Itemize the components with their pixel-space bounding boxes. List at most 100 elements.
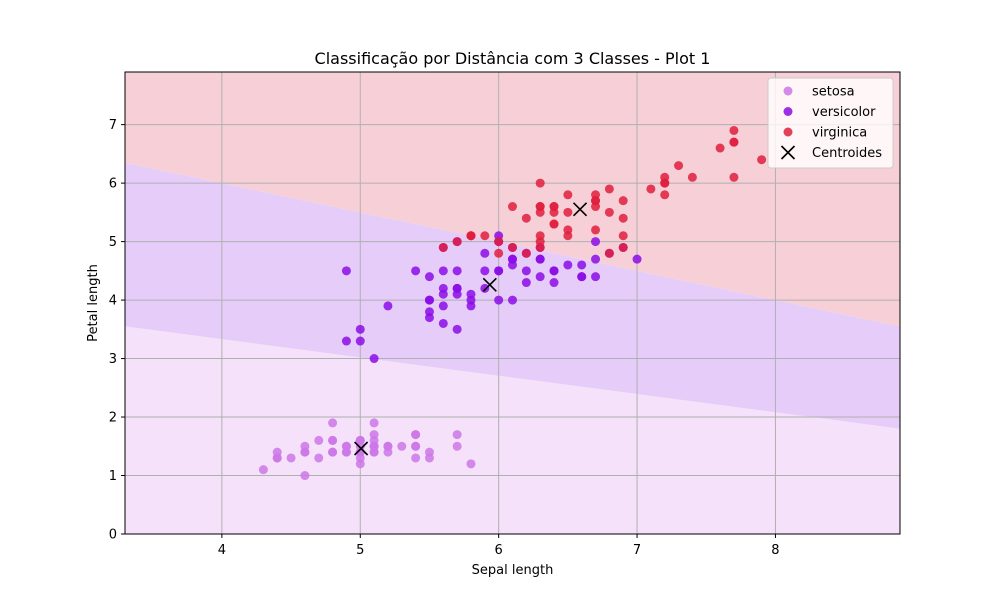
legend-marker-setosa	[783, 86, 793, 96]
point-virginica	[549, 207, 559, 217]
point-setosa	[466, 459, 476, 469]
point-versicolor	[535, 272, 545, 282]
y-tick-label: 5	[109, 235, 117, 250]
y-tick-label: 6	[109, 177, 117, 192]
point-virginica	[729, 172, 739, 182]
legend-box	[767, 77, 894, 169]
x-tick-label: 6	[495, 543, 503, 558]
axis-ticks: 4 5 6 7 8 0 1 2 3 4 5 6 7	[109, 118, 780, 558]
point-setosa	[300, 447, 310, 457]
point-versicolor	[591, 237, 601, 247]
point-virginica	[549, 219, 559, 229]
point-virginica	[563, 207, 573, 217]
x-tick-label: 4	[218, 543, 226, 558]
point-virginica	[480, 231, 490, 241]
y-tick-label: 0	[109, 528, 117, 543]
point-versicolor	[563, 260, 573, 270]
point-versicolor	[494, 266, 504, 276]
data-points	[258, 125, 767, 481]
point-virginica	[563, 225, 573, 235]
region-setosa	[125, 326, 900, 534]
point-versicolor	[438, 283, 448, 293]
point-versicolor	[341, 336, 351, 346]
y-tick-label: 3	[109, 352, 117, 367]
point-setosa	[411, 430, 421, 440]
point-virginica	[508, 202, 517, 212]
point-setosa	[369, 435, 379, 445]
point-versicolor	[424, 272, 434, 282]
point-virginica	[618, 242, 628, 252]
point-virginica	[729, 125, 739, 135]
chart-title: Classificação por Distância com 3 Classe…	[315, 49, 711, 68]
point-versicolor	[577, 272, 587, 282]
point-setosa	[452, 430, 462, 440]
legend-label-setosa: setosa	[812, 85, 855, 100]
point-setosa	[355, 435, 365, 445]
point-versicolor	[632, 254, 642, 264]
point-versicolor	[438, 301, 448, 311]
point-virginica	[715, 143, 725, 153]
point-versicolor	[549, 266, 559, 276]
point-versicolor	[424, 295, 434, 305]
point-versicolor	[369, 354, 379, 364]
point-virginica	[674, 161, 684, 171]
point-versicolor	[549, 278, 559, 288]
point-virginica	[535, 237, 545, 247]
point-virginica	[604, 184, 614, 194]
centroid-marker	[482, 277, 497, 292]
point-virginica	[729, 137, 739, 147]
point-virginica	[646, 184, 656, 194]
y-axis-label: Petal length	[86, 264, 101, 342]
point-setosa	[411, 441, 421, 451]
point-virginica	[591, 225, 601, 235]
legend-label-virginica: virginica	[812, 126, 867, 141]
point-virginica	[508, 242, 517, 252]
point-virginica	[591, 196, 601, 206]
x-tick-label: 5	[356, 543, 364, 558]
x-tick-label: 7	[633, 543, 641, 558]
centroid-marker	[572, 202, 588, 217]
point-setosa	[300, 471, 310, 481]
y-tick-label: 2	[109, 411, 117, 426]
decision-regions	[125, 72, 900, 534]
point-versicolor	[411, 266, 421, 276]
point-versicolor	[521, 278, 531, 288]
y-tick-label: 4	[109, 294, 117, 309]
point-setosa	[424, 453, 434, 463]
legend: setosa versicolor virginica Centroides	[767, 77, 894, 169]
point-versicolor	[591, 272, 601, 282]
point-setosa	[314, 435, 324, 445]
point-versicolor	[355, 336, 365, 346]
x-axis-label: Sepal length	[472, 563, 554, 578]
point-versicolor	[438, 266, 448, 276]
point-versicolor	[480, 266, 490, 276]
point-versicolor	[508, 295, 517, 305]
point-setosa	[314, 453, 324, 463]
legend-label-centroides: Centroides	[812, 146, 882, 161]
x-tick-label: 8	[771, 543, 779, 558]
point-virginica	[660, 178, 670, 188]
point-virginica	[535, 178, 545, 188]
point-setosa	[452, 441, 462, 451]
point-setosa	[397, 441, 407, 451]
point-versicolor	[452, 324, 462, 334]
point-virginica	[618, 213, 628, 223]
legend-marker-centroides	[780, 145, 796, 160]
point-setosa	[328, 447, 338, 457]
point-setosa	[258, 465, 268, 475]
point-setosa	[286, 453, 296, 463]
point-setosa	[411, 453, 421, 463]
point-versicolor	[466, 295, 476, 305]
point-virginica	[757, 155, 767, 165]
point-setosa	[328, 435, 338, 445]
point-versicolor	[355, 324, 365, 334]
plot-area-frame	[124, 71, 901, 535]
point-versicolor	[452, 289, 462, 299]
point-versicolor	[494, 295, 504, 305]
point-setosa	[369, 418, 379, 428]
point-setosa	[272, 453, 282, 463]
y-tick-label: 1	[109, 469, 117, 484]
point-virginica	[452, 237, 462, 247]
point-setosa	[328, 418, 338, 428]
